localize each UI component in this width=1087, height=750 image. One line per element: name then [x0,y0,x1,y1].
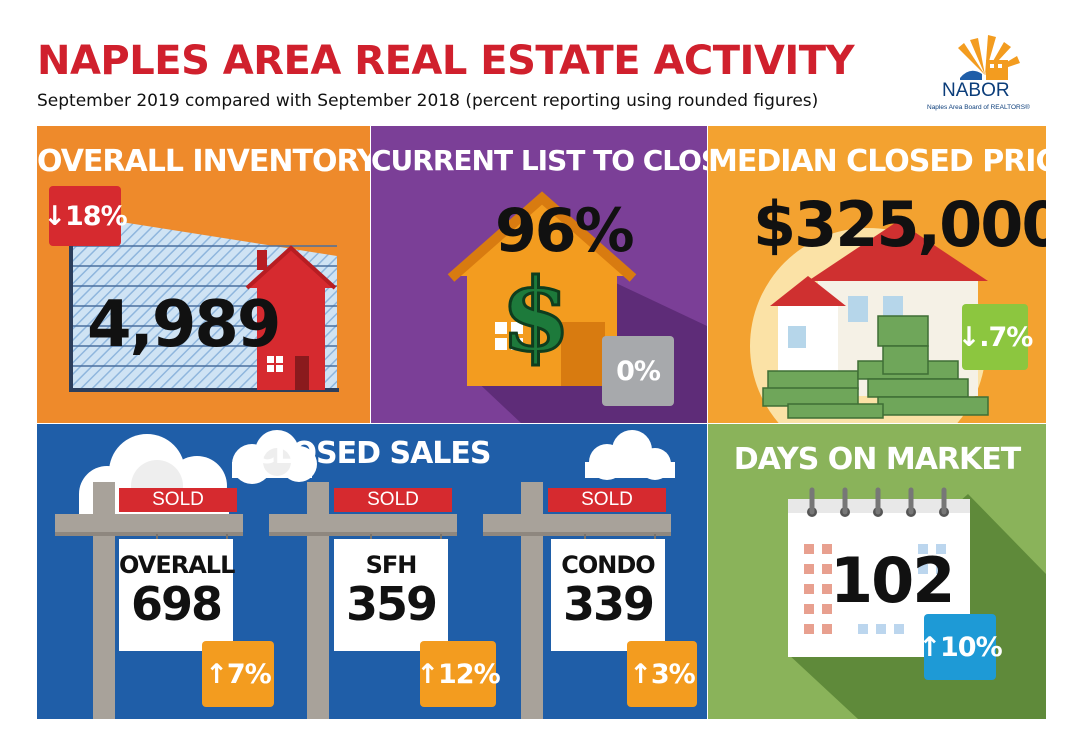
arrow-up-icon: ↑ [629,658,652,690]
arrow-up-icon: ↑ [205,658,228,690]
list-to-closed-title: CURRENT LIST TO CLOSED [371,144,707,177]
sold-banner: SOLD [548,488,666,512]
closed-sales-title: CLOSED SALES [253,436,491,471]
median-price-title: MEDIAN CLOSED PRICE [708,144,1046,179]
closed-sales-panel: CLOSED SALES SOLD OVERALL 698 ↑ 7% SOLD S… [37,424,707,719]
house-dollar-illustration [447,191,707,423]
condo-change: 3% [650,658,696,690]
house-money-illustration [750,221,989,423]
median-price-change: .7% [979,321,1033,353]
sign-label: SFH [365,551,418,579]
overall-change-badge: ↑ 7% [202,641,274,707]
overall-inventory-panel: OVERALL INVENTORY ↓ 18% 4,989 [37,126,370,423]
condo-change-badge: ↑ 3% [627,641,697,707]
sign-value: 359 [345,577,438,631]
median-price-change-badge: ↓ .7% [958,304,1033,370]
sign-value: 698 [130,577,223,631]
median-price-value: $325,000 [753,188,1046,261]
logo-tagline: Naples Area Board of REALTORS® [927,104,1030,111]
inventory-change: 18% [65,200,128,232]
inventory-value: 4,989 [87,288,281,362]
sold-banner: SOLD [119,488,237,512]
days-on-market-change-badge: ↑ 10% [918,614,1003,680]
arrow-up-icon: ↑ [416,658,439,690]
sold-banner: SOLD [334,488,452,512]
inventory-chart-illustration [69,206,339,392]
overall-change: 7% [226,658,272,690]
sign-value: 339 [562,577,655,631]
inventory-change-badge: ↓ 18% [43,186,128,246]
days-on-market-value: 102 [830,544,955,617]
arrow-down-icon: ↓ [43,200,66,232]
arrow-up-icon: ↑ [918,631,941,663]
page-title: NAPLES AREA REAL ESTATE ACTIVITY [37,38,855,84]
sold-sign-condo: CONDO 339 [551,539,665,651]
dollar-sign-icon: $ [500,255,573,376]
sfh-change-badge: ↑ 12% [416,641,501,707]
arrow-down-icon: ↓ [957,321,981,353]
page-subtitle: September 2019 compared with September 2… [37,91,819,111]
sold-sign-overall: OVERALL 698 [119,539,235,651]
days-on-market-panel: DAYS ON MARKET 102 ↑ 10% [708,424,1046,719]
sign-label: OVERALL [119,551,235,579]
logo-name: NABOR [942,80,1010,101]
days-on-market-change: 10% [940,631,1003,663]
overall-inventory-title: OVERALL INVENTORY [37,144,370,179]
nabor-sun-logo [958,35,1020,80]
sign-label: CONDO [561,551,655,579]
list-to-closed-value: 96% [495,196,635,266]
sfh-change: 12% [438,658,501,690]
list-to-closed-change-badge: 0% [602,336,674,406]
days-on-market-title: DAYS ON MARKET [733,442,1021,477]
sold-sign-sfh: SFH 359 [334,539,448,651]
list-to-closed-panel: CURRENT LIST TO CLOSED 96% $ 0% [371,126,707,423]
median-price-panel: $325,000 MEDIAN CLOSED PRICE ↓ .7% [708,126,1046,423]
